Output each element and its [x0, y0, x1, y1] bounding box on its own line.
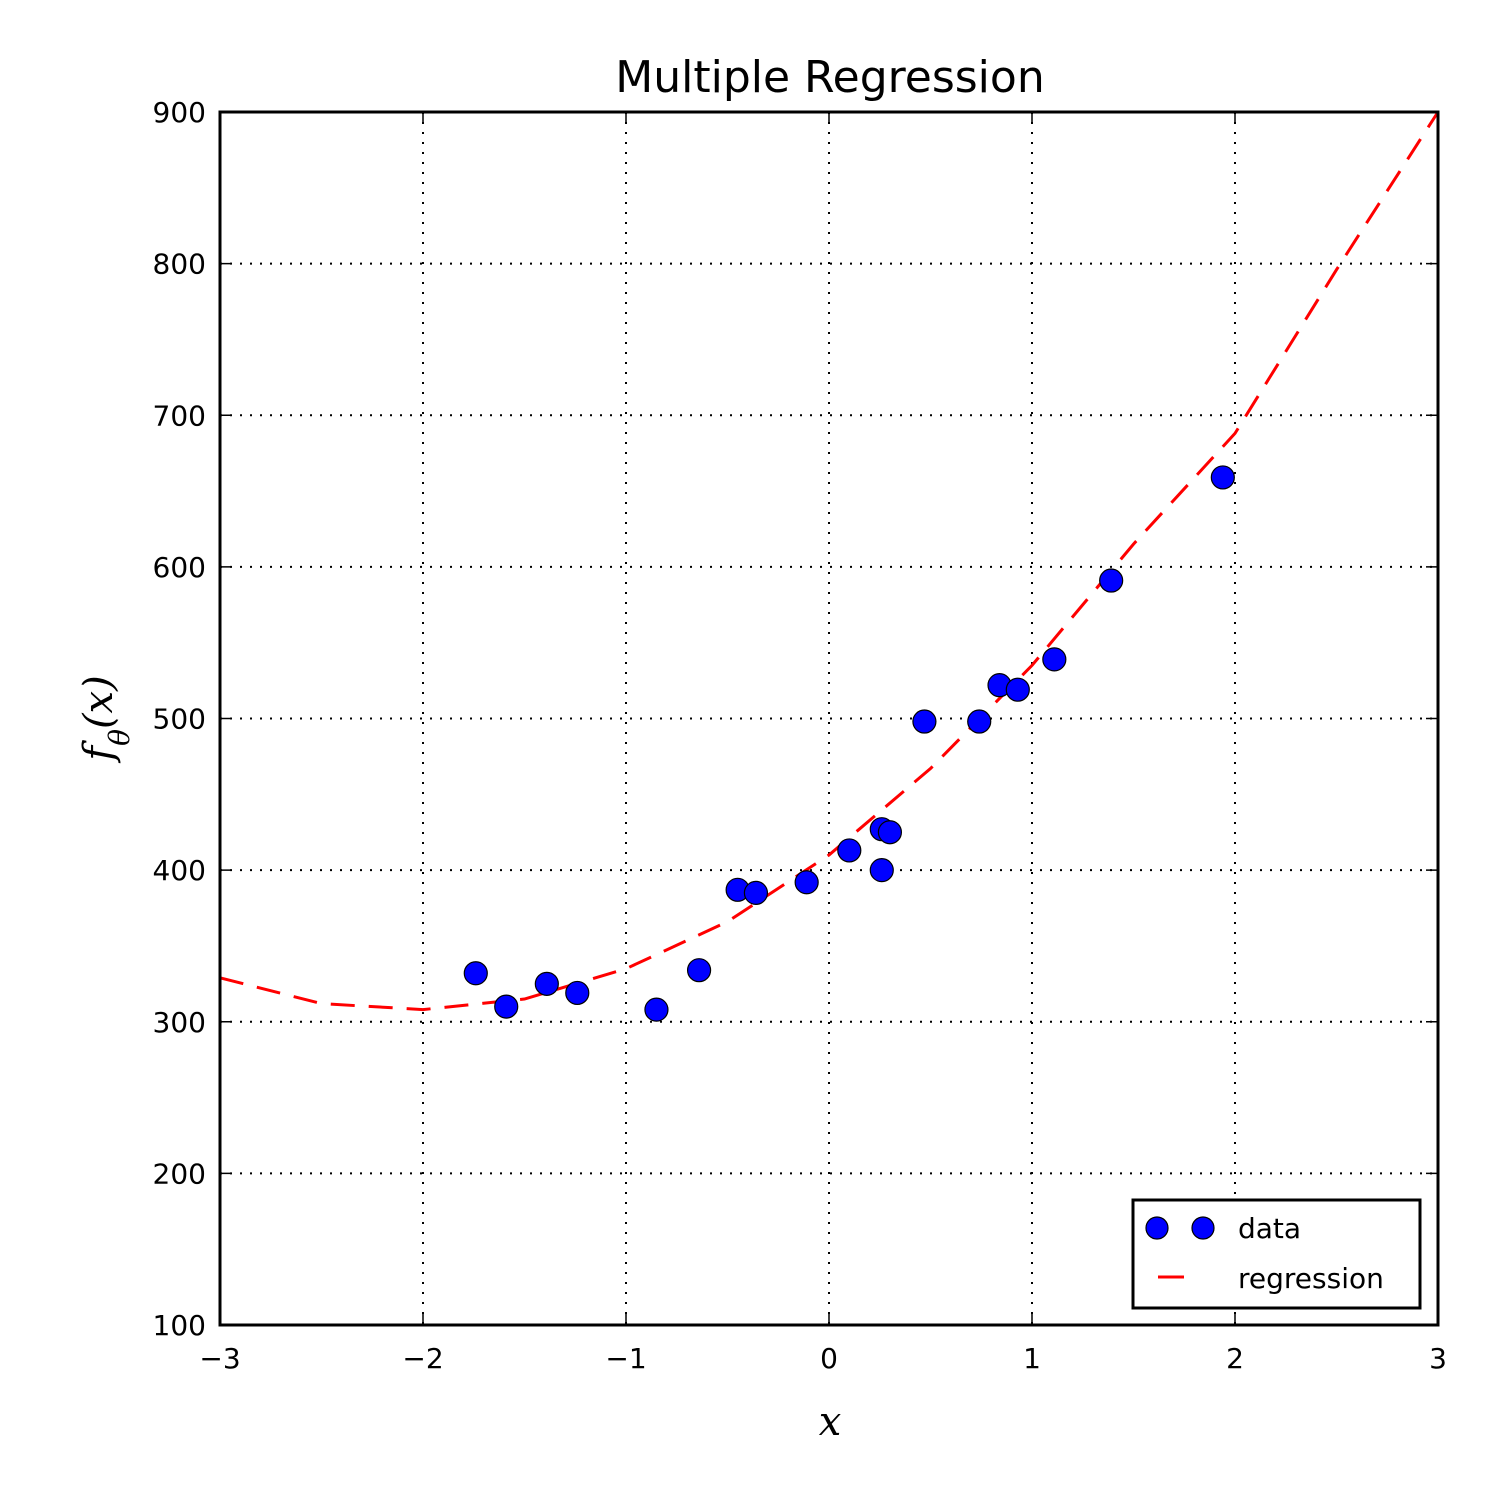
- x-tick-label: 0: [820, 1342, 838, 1375]
- y-tick-label: 600: [153, 551, 206, 584]
- x-tick-label: 2: [1226, 1342, 1244, 1375]
- x-tick-label: 3: [1429, 1342, 1447, 1375]
- data-point: [1005, 677, 1030, 702]
- data-point: [644, 997, 669, 1022]
- legend-label-data: data: [1238, 1212, 1301, 1245]
- y-tick-label: 100: [153, 1309, 206, 1342]
- data-point: [1210, 465, 1235, 490]
- data-point: [686, 958, 712, 983]
- chart-title: Multiple Regression: [615, 52, 1044, 103]
- y-tick-label: 700: [153, 399, 206, 432]
- data-points: [463, 465, 1235, 1022]
- y-tick-label: 900: [153, 96, 206, 129]
- data-point: [463, 961, 488, 986]
- grid-lines: [220, 112, 1438, 1325]
- plot-frame: [218, 110, 1440, 1327]
- regression-curve: [219, 111, 1440, 1012]
- data-point: [837, 838, 862, 863]
- data-point: [565, 980, 590, 1006]
- legend-box: [1131, 1198, 1422, 1310]
- legend-label-regression: regression: [1238, 1262, 1384, 1295]
- data-point: [877, 820, 903, 845]
- data-point: [494, 994, 519, 1019]
- x-tick-label: −3: [199, 1342, 240, 1375]
- y-tick-label: 200: [153, 1157, 206, 1190]
- y-tick-label: 800: [153, 248, 206, 281]
- x-axis-label: x: [819, 1399, 842, 1445]
- y-tick-labels: 100 200 300 400 500 600 700 800 900: [153, 96, 206, 1342]
- data-point: [534, 971, 559, 996]
- data-point: [794, 870, 819, 895]
- data-point: [869, 858, 894, 883]
- legend-data-marker: [1145, 1216, 1169, 1240]
- y-tick-label: 500: [153, 703, 206, 736]
- regression-line: [219, 111, 1440, 1012]
- y-tick-label: 400: [153, 854, 206, 887]
- legend: data regression: [1131, 1198, 1422, 1310]
- x-tick-label: −2: [402, 1342, 443, 1375]
- x-tick-labels: −3 −2 −1 0 1 2 3: [199, 1342, 1447, 1375]
- y-axis-label: fθ(x): [76, 675, 136, 763]
- data-point: [1099, 568, 1124, 593]
- data-point: [1042, 647, 1067, 672]
- x-tick-label: −1: [605, 1342, 646, 1375]
- legend-data-marker: [1191, 1216, 1215, 1240]
- data-point: [912, 709, 937, 734]
- x-tick-label: 1: [1023, 1342, 1041, 1375]
- y-tick-label: 300: [153, 1006, 206, 1039]
- data-point: [967, 709, 992, 734]
- data-point: [743, 880, 769, 905]
